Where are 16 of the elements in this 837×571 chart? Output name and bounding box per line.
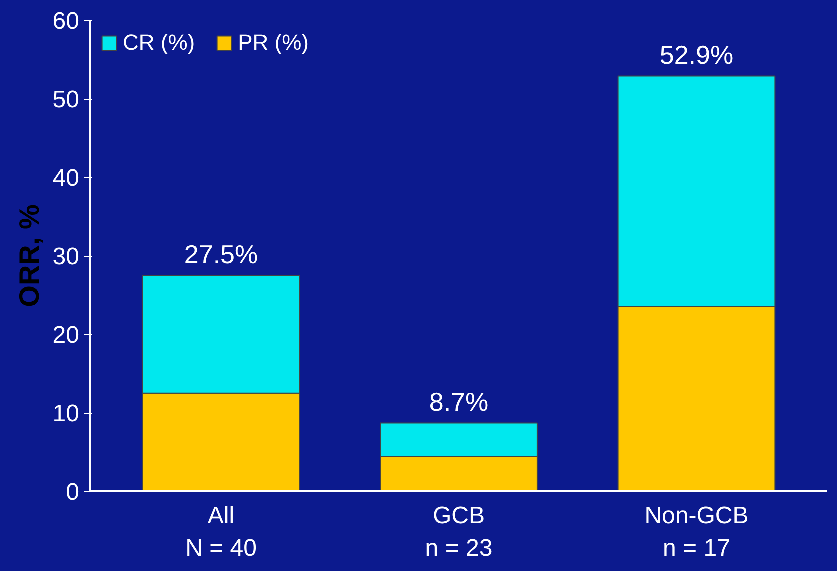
y-tick-label: 0 — [66, 479, 80, 506]
legend-label: PR (%) — [238, 30, 309, 56]
x-tick-label: GCB n = 23 — [425, 502, 493, 562]
y-tick-label: 10 — [52, 400, 80, 428]
y-tick-label: 20 — [52, 322, 80, 349]
total-label: 8.7% — [429, 387, 489, 418]
legend-label: CR (%) — [123, 30, 196, 56]
y-tick-label: 60 — [52, 8, 80, 35]
y-axis-title: ORR, % — [14, 204, 45, 308]
x-tick-label: All N = 40 — [186, 502, 257, 562]
y-tick-label: 40 — [52, 165, 80, 192]
y-tick-label: 30 — [52, 244, 80, 270]
total-label: 27.5% — [184, 240, 258, 270]
x-tick-label: Non-GCB n = 17 — [644, 502, 749, 562]
total-label: 52.9% — [660, 40, 734, 70]
y-tick-label: 50 — [52, 86, 80, 114]
